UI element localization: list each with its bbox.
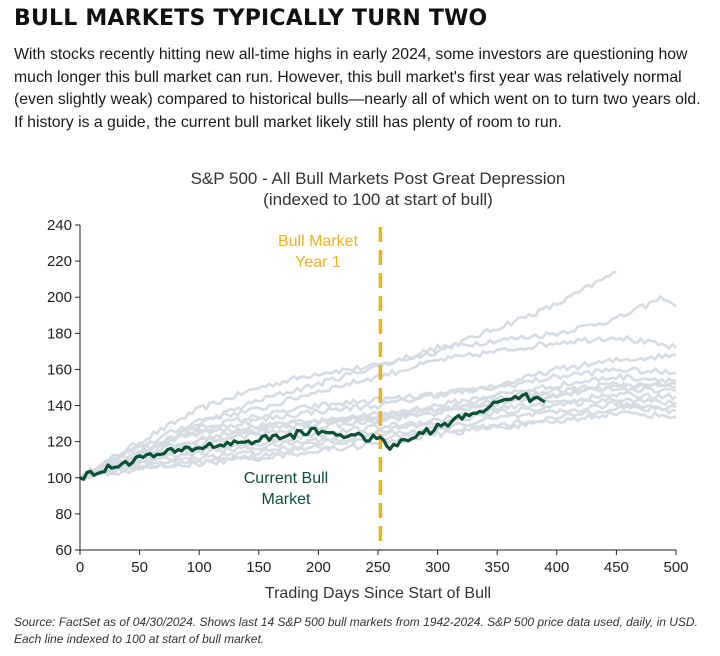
page-title: BULL MARKETS TYPICALLY TURN TWO — [14, 6, 488, 31]
y-tick-label: 160 — [47, 361, 72, 378]
y-tick-label: 220 — [47, 253, 72, 270]
current-bull-line — [79, 392, 546, 481]
current-bull-annotation-line-1: Current Bull — [244, 470, 328, 487]
x-axis-title: Trading Days Since Start of Bull — [265, 585, 491, 602]
current-bull-annotation-line-2: Market — [262, 491, 311, 508]
tick-labels-group: 60 80 100 120 140 160 180 200 220 240 0 50 100 150 200… — [47, 217, 689, 576]
historical-bull-line-13 — [79, 380, 677, 479]
historical-bull-line-11 — [79, 399, 677, 480]
intro-paragraph: With stocks recently hitting new all-tim… — [14, 46, 701, 131]
source-footnote: Source: FactSet as of 04/30/2024. Shows … — [14, 615, 698, 646]
y-tick-label: 240 — [47, 217, 72, 234]
chart-title: S&P 500 - All Bull Markets Post Great De… — [190, 169, 566, 188]
y-tick-label: 180 — [47, 325, 72, 342]
year-one-annotation-line-2: Year 1 — [295, 254, 341, 271]
x-tick-label: 250 — [365, 559, 390, 576]
annotations-group: Bull Market Year 1 Current Bull Market — [244, 233, 359, 508]
y-tick-label: 120 — [47, 434, 72, 451]
y-tick-label: 200 — [47, 289, 72, 306]
x-tick-label: 300 — [425, 559, 450, 576]
x-tick-label: 50 — [131, 559, 148, 576]
x-tick-label: 350 — [485, 559, 510, 576]
x-tick-label: 400 — [544, 559, 569, 576]
y-tick-label: 140 — [47, 398, 72, 415]
x-tick-label: 0 — [76, 559, 84, 576]
current-series-group — [79, 392, 546, 481]
year-one-annotation-line-1: Bull Market — [278, 233, 359, 250]
x-tick-label: 450 — [604, 559, 629, 576]
historical-bull-line-7 — [79, 380, 677, 480]
x-tick-label: 100 — [187, 559, 212, 576]
historical-bull-line-9 — [80, 390, 677, 480]
historical-bull-line-3 — [79, 334, 677, 479]
historical-bull-line-2 — [79, 294, 677, 480]
x-tick-label: 200 — [306, 559, 331, 576]
historical-bull-line-14 — [79, 409, 677, 480]
x-tick-label: 150 — [246, 559, 271, 576]
y-tick-label: 60 — [55, 542, 72, 559]
historical-bull-line-10 — [79, 395, 677, 481]
historical-bull-line-1 — [79, 270, 617, 480]
x-tick-label: 500 — [663, 559, 688, 576]
y-tick-label: 80 — [55, 506, 72, 523]
chart-subtitle: (indexed to 100 at start of bull) — [263, 190, 493, 209]
y-tick-label: 100 — [47, 470, 72, 487]
